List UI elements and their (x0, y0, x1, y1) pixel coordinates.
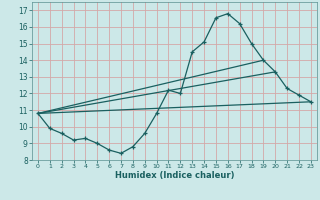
X-axis label: Humidex (Indice chaleur): Humidex (Indice chaleur) (115, 171, 234, 180)
